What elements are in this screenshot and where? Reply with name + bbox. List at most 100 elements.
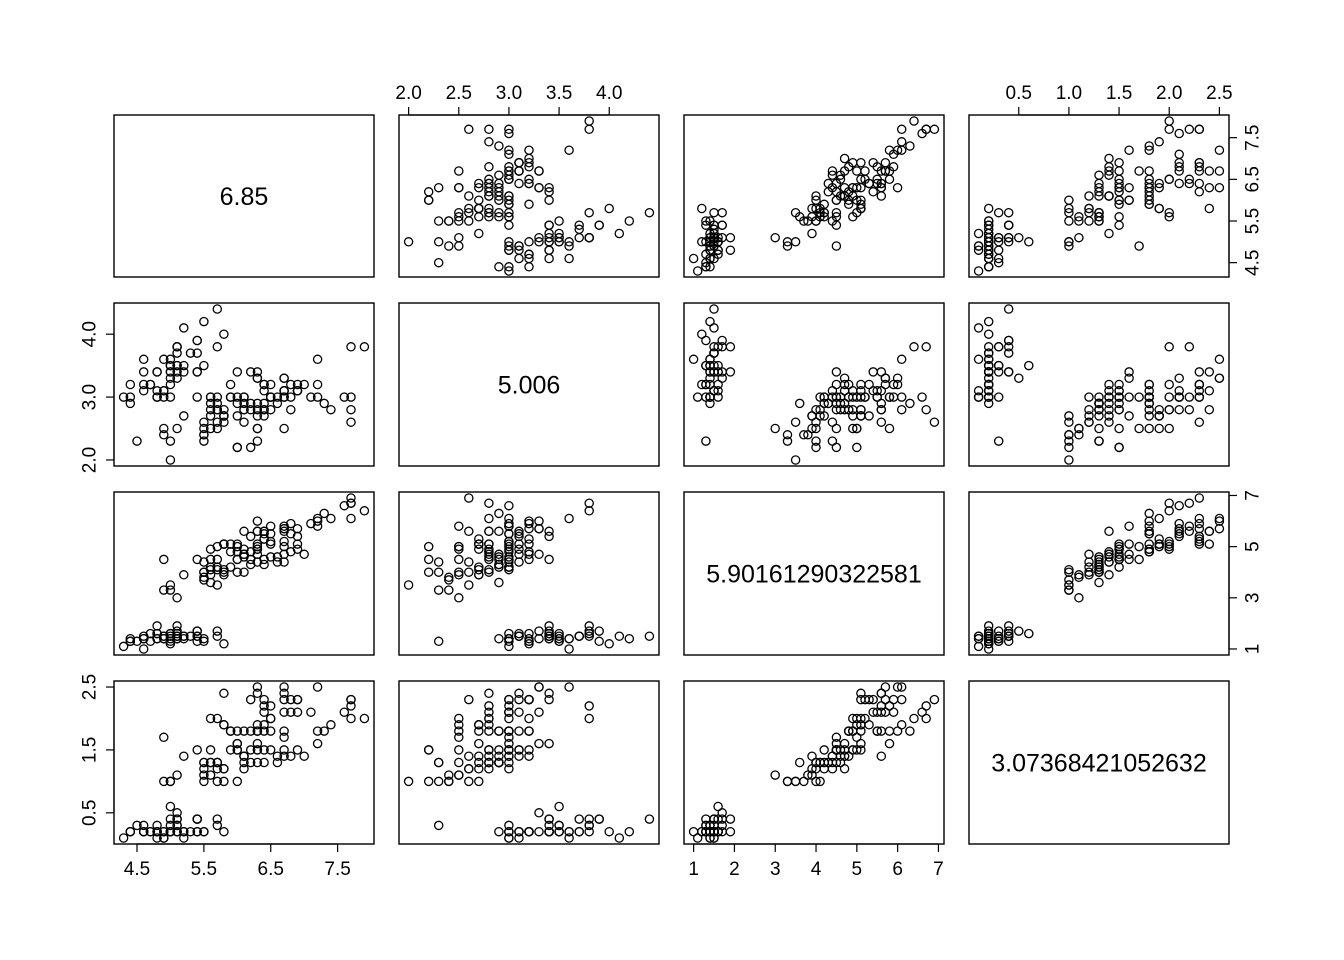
scatter-point [232, 567, 243, 577]
scatter-point [118, 641, 129, 652]
scatter-point [504, 636, 514, 647]
tick-label: 1 [1242, 644, 1263, 655]
scatter-point [199, 316, 209, 327]
scatter-point [252, 526, 263, 537]
scatter-point [973, 245, 984, 255]
scatter-point [504, 262, 514, 272]
scatter-point [888, 694, 899, 705]
scatter-point [464, 216, 474, 226]
scatter-point [185, 348, 196, 358]
scatter-point [1024, 628, 1034, 639]
scatter-point [868, 157, 878, 168]
scatter-point [179, 411, 189, 421]
scatter-point [524, 726, 534, 736]
scatter-point [199, 636, 209, 647]
scatter-point [554, 628, 564, 639]
diagonal-label: 5.90161290322581 [706, 561, 922, 589]
scatter-point [584, 116, 594, 126]
scatter-point [1174, 373, 1184, 383]
scatter-point [464, 526, 474, 537]
scatter-point [494, 826, 504, 837]
scatter-point [1184, 392, 1195, 402]
scatter-point [770, 232, 780, 243]
scatter-point [827, 170, 838, 180]
scatter-point [584, 814, 594, 824]
scatter-point [534, 682, 544, 692]
scatter-point [279, 745, 289, 755]
scatter-point [896, 124, 907, 135]
scatter-point [265, 745, 276, 755]
tick-label: 3.0 [79, 384, 100, 410]
scatter-point [159, 392, 169, 402]
scatter-point [1164, 392, 1174, 402]
scatter-point [1003, 348, 1014, 358]
scatter-point [574, 814, 584, 824]
scatter-point [983, 631, 994, 641]
scatter-point [993, 257, 1004, 268]
scatter-point [843, 404, 854, 415]
scatter-point [1124, 373, 1134, 383]
scatter-point [199, 557, 209, 567]
scatter-point [212, 626, 223, 636]
scatter-point [770, 770, 780, 780]
scatter-point [1194, 187, 1205, 197]
tick-label: 0.5 [1006, 83, 1032, 104]
scatter-point [584, 820, 594, 831]
tick-label: 7 [1242, 490, 1263, 501]
scatter-point [1124, 145, 1134, 155]
scatter-point [1064, 580, 1074, 590]
scatter-point [564, 237, 574, 247]
scatter-point [279, 732, 289, 743]
scatter-point [433, 585, 444, 595]
scatter-point [1144, 145, 1154, 155]
scatter-point [152, 621, 162, 631]
scatter-point [219, 411, 229, 421]
scatter-point [811, 216, 821, 226]
panel-frame [683, 114, 945, 278]
scatter-point [514, 557, 524, 567]
scatter-point [1064, 203, 1074, 214]
scatter-point [138, 826, 149, 837]
scatter-point [279, 523, 289, 534]
scatter-point [252, 398, 263, 409]
scatter-point [973, 631, 984, 641]
scatter-point [433, 636, 444, 647]
scatter-point [159, 585, 169, 595]
scatter-point [232, 411, 243, 421]
scatter-point [1024, 360, 1034, 371]
scatter-point [279, 694, 289, 705]
scatter-point [433, 216, 444, 226]
scatter-point [212, 562, 223, 572]
scatter-point [265, 539, 276, 549]
scatter-point [346, 713, 356, 724]
scatter-point [454, 554, 464, 565]
scatter-point [1074, 423, 1084, 434]
scatter-point [292, 707, 303, 717]
scatter-point [1154, 182, 1164, 193]
scatter-point [504, 145, 514, 155]
scatter-point [973, 266, 984, 276]
scatter-point [1104, 547, 1114, 557]
scatter-point [292, 694, 303, 705]
scatter-point [504, 174, 514, 185]
scatter-point [705, 316, 715, 327]
scatter-point [326, 513, 336, 524]
scatter-point [145, 379, 156, 390]
scatter-point [794, 398, 805, 409]
scatter-point [534, 738, 544, 749]
scatter-point [888, 379, 899, 390]
scatter-point [880, 166, 891, 176]
scatter-point [1144, 539, 1154, 549]
scatter-point [504, 738, 514, 749]
scatter-point [464, 567, 474, 577]
scatter-point [279, 536, 289, 547]
scatter-point [1174, 529, 1184, 539]
scatter-point [172, 423, 182, 434]
scatter-point [225, 539, 236, 549]
scatter-point [185, 826, 196, 837]
scatter-point [831, 392, 842, 402]
scatter-point [219, 688, 229, 699]
scatter-point [212, 404, 223, 415]
scatter-point [125, 379, 136, 390]
scatter-point [872, 386, 882, 396]
